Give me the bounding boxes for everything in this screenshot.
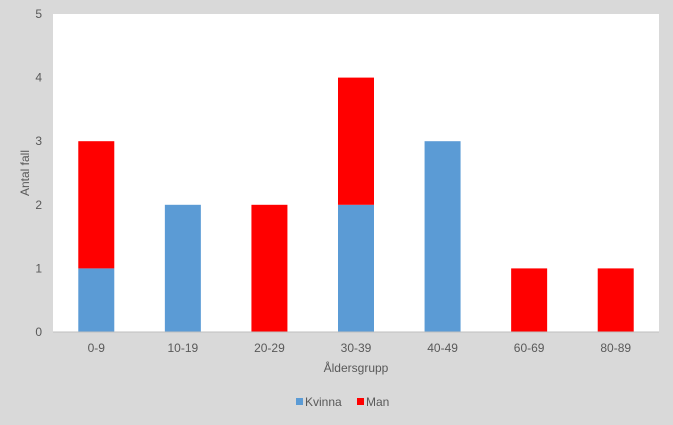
x-tick-label: 60-69 bbox=[514, 341, 545, 355]
legend-swatch-kvinna bbox=[296, 398, 303, 405]
y-tick-label: 5 bbox=[35, 7, 42, 21]
x-tick-label: 10-19 bbox=[168, 341, 199, 355]
legend-swatch-man bbox=[357, 398, 364, 405]
bar-man-20-29 bbox=[251, 204, 288, 332]
bar-man-80-89 bbox=[597, 268, 634, 332]
bar-man-60-69 bbox=[511, 268, 548, 332]
y-tick-label: 1 bbox=[35, 261, 42, 275]
y-tick-label: 3 bbox=[35, 134, 42, 148]
bar-kvinna-10-19 bbox=[164, 204, 201, 332]
bar-man-30-39 bbox=[338, 77, 374, 205]
bar-kvinna-30-39 bbox=[338, 204, 374, 332]
x-tick-label: 40-49 bbox=[427, 341, 458, 355]
y-tick-label: 4 bbox=[35, 71, 42, 85]
x-tick-label: 80-89 bbox=[600, 341, 631, 355]
x-tick-labels: 0-9 10-19 20-29 30-39 40-49 60-69 80-89 bbox=[88, 341, 632, 355]
x-axis-label: Åldersgrupp bbox=[324, 360, 389, 375]
x-tick-label: 20-29 bbox=[254, 341, 285, 355]
legend-label-man: Man bbox=[366, 395, 389, 409]
y-tick-label: 2 bbox=[35, 198, 42, 212]
y-tick-labels: 0 1 2 3 4 5 bbox=[35, 7, 42, 339]
y-axis-label: Antal fall bbox=[18, 150, 32, 196]
x-tick-label: 0-9 bbox=[88, 341, 106, 355]
y-tick-label: 0 bbox=[35, 325, 42, 339]
legend: Kvinna Man bbox=[296, 395, 389, 409]
bar-man-0-9 bbox=[78, 141, 115, 269]
x-tick-label: 30-39 bbox=[341, 341, 372, 355]
legend-label-kvinna: Kvinna bbox=[305, 395, 342, 409]
bar-kvinna-0-9 bbox=[78, 268, 115, 332]
bar-kvinna-40-49 bbox=[424, 141, 461, 332]
bar-group bbox=[78, 77, 634, 332]
